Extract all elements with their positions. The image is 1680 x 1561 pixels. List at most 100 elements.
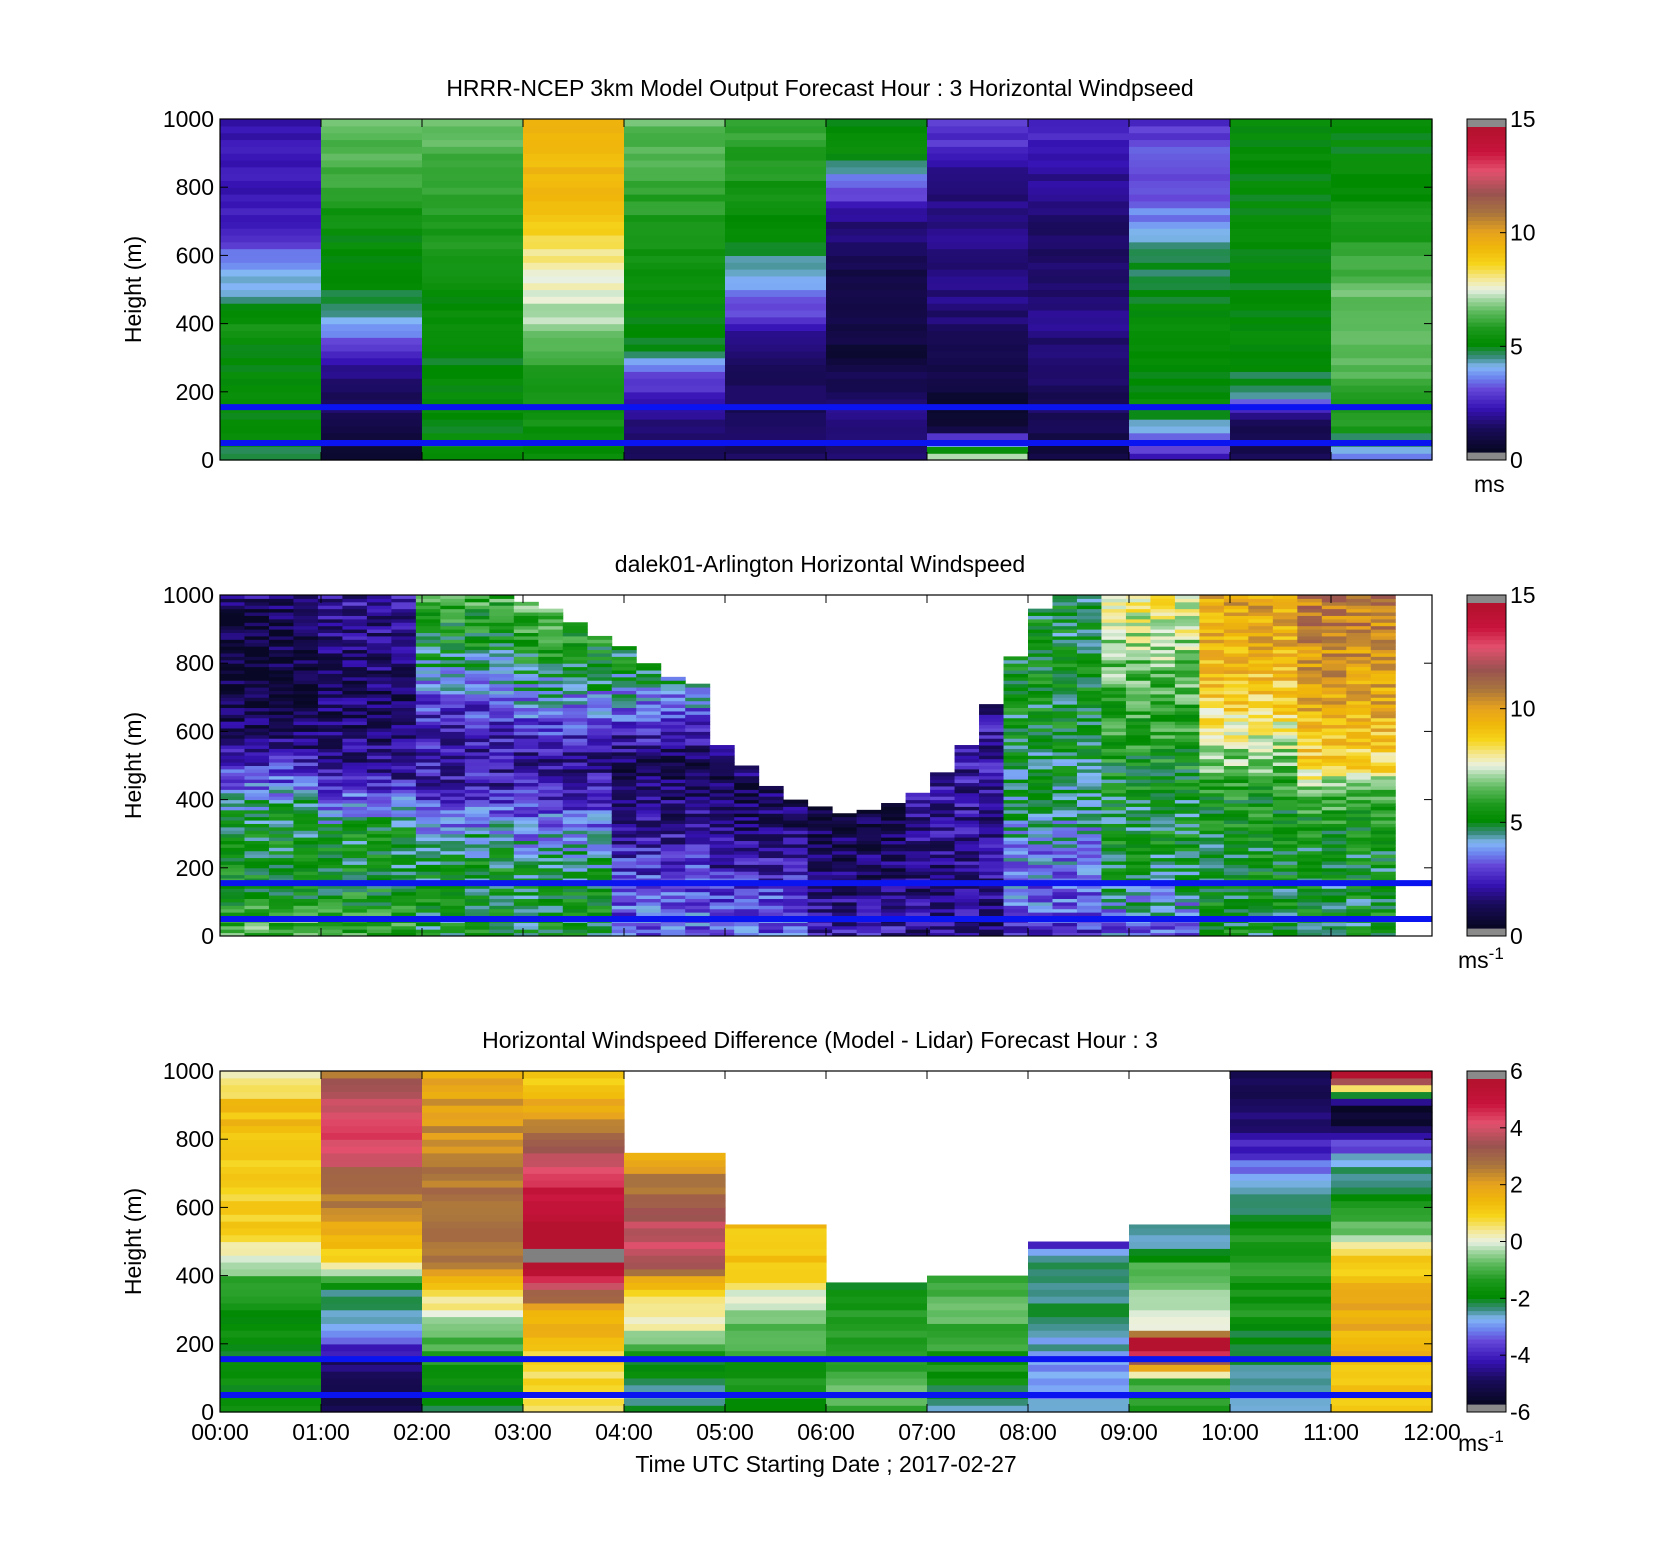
heatmap-cell — [220, 384, 322, 393]
heatmap-cell — [1125, 816, 1151, 821]
heatmap-cell — [611, 673, 637, 678]
heatmap-cell — [1125, 782, 1151, 787]
heatmap-cell — [464, 895, 490, 899]
heatmap-cell — [1199, 779, 1225, 784]
heatmap-cell — [636, 929, 662, 934]
heatmap-cell — [954, 792, 980, 797]
heatmap-cell — [1150, 809, 1176, 814]
heatmap-cell — [611, 895, 637, 899]
heatmap-cell — [538, 618, 564, 623]
heatmap-cell — [1223, 779, 1249, 784]
heatmap-cell — [1248, 612, 1274, 616]
heatmap-cell — [293, 768, 319, 773]
heatmap-cell — [342, 789, 368, 794]
heatmap-cell — [244, 785, 270, 790]
heatmap-cell — [220, 1282, 322, 1290]
heatmap-cell — [440, 803, 466, 807]
heatmap-cell — [244, 908, 270, 913]
heatmap-cell — [464, 820, 490, 824]
heatmap-cell — [268, 693, 294, 698]
heatmap-cell — [1174, 823, 1200, 828]
heatmap-cell — [1076, 779, 1102, 784]
heatmap-cell — [1346, 751, 1372, 756]
heatmap-cell — [660, 809, 686, 814]
heatmap-cell — [930, 929, 956, 934]
heatmap-cell — [342, 925, 368, 930]
heatmap-cell — [1003, 727, 1029, 732]
heatmap-cell — [979, 874, 1005, 879]
heatmap-cell — [1321, 625, 1347, 630]
heatmap-cell — [440, 646, 466, 651]
heatmap-cell — [954, 833, 980, 838]
heatmap-cell — [1028, 755, 1053, 760]
heatmap-cell — [391, 843, 417, 848]
heatmap-cell — [342, 840, 368, 845]
heatmap-cell — [1297, 676, 1323, 681]
heatmap-cell — [1003, 676, 1029, 681]
heatmap-cell — [1101, 912, 1127, 917]
heatmap-cell — [464, 745, 490, 749]
heatmap-cell — [366, 864, 392, 869]
heatmap-cell — [1223, 820, 1249, 824]
heatmap-cell — [366, 908, 392, 913]
heatmap-cell — [624, 139, 726, 147]
heatmap-cell — [1297, 635, 1323, 640]
heatmap-cell — [1346, 850, 1372, 855]
heatmap-cell — [832, 905, 858, 910]
heatmap-cell — [624, 432, 726, 441]
heatmap-cell — [1028, 622, 1053, 627]
heatmap-cell — [538, 714, 564, 719]
heatmap-cell — [1101, 843, 1127, 848]
heatmap-cell — [489, 721, 515, 726]
heatmap-cell — [685, 779, 711, 784]
heatmap-cell — [979, 721, 1005, 726]
heatmap-cell — [1003, 762, 1029, 766]
heatmap-cell — [1028, 680, 1053, 685]
heatmap-cell — [1199, 755, 1225, 760]
heatmap-cell — [1003, 775, 1029, 780]
heatmap-cell — [1272, 704, 1298, 709]
heatmap-cell — [1174, 618, 1200, 623]
heatmap-cell — [832, 843, 858, 848]
heatmap-cell — [321, 119, 423, 127]
heatmap-cell — [220, 1139, 322, 1147]
heatmap-cell — [1150, 690, 1176, 695]
heatmap-cell — [1223, 635, 1249, 640]
heatmap-cell — [342, 932, 368, 937]
heatmap-cell — [1331, 425, 1433, 434]
heatmap-cell — [464, 700, 490, 705]
heatmap-cell — [366, 823, 392, 828]
heatmap-cell — [538, 878, 564, 882]
heatmap-cell — [927, 398, 1029, 407]
heatmap-cell — [562, 649, 588, 654]
heatmap-cell — [317, 615, 343, 620]
heatmap-cell — [464, 717, 490, 722]
heatmap-cell — [1125, 891, 1151, 896]
heatmap-cell — [342, 905, 368, 910]
heatmap-cell — [1331, 364, 1433, 372]
heatmap-cell — [611, 843, 637, 848]
heatmap-cell — [587, 663, 613, 668]
heatmap-cell — [293, 659, 319, 664]
heatmap-cell — [1129, 419, 1231, 427]
heatmap-cell — [464, 860, 490, 865]
heatmap-cell — [636, 717, 662, 722]
heatmap-cell — [440, 820, 466, 824]
heatmap-cell — [317, 738, 343, 743]
heatmap-cell — [293, 642, 319, 647]
heatmap-cell — [1125, 765, 1151, 770]
heatmap-cell — [440, 762, 466, 766]
heatmap-cell — [709, 782, 735, 787]
heatmap-cell — [220, 803, 245, 807]
heatmap-cell — [1223, 878, 1249, 882]
heatmap-cell — [1028, 874, 1053, 879]
heatmap-cell — [660, 751, 686, 756]
heatmap-cell — [562, 663, 588, 668]
heatmap-cell — [624, 350, 726, 359]
heatmap-cell — [391, 782, 417, 787]
heatmap-cell — [440, 905, 466, 910]
heatmap-cell — [538, 622, 564, 627]
heatmap-cell — [1125, 867, 1151, 872]
heatmap-cell — [1248, 724, 1274, 729]
heatmap-cell — [440, 895, 466, 899]
